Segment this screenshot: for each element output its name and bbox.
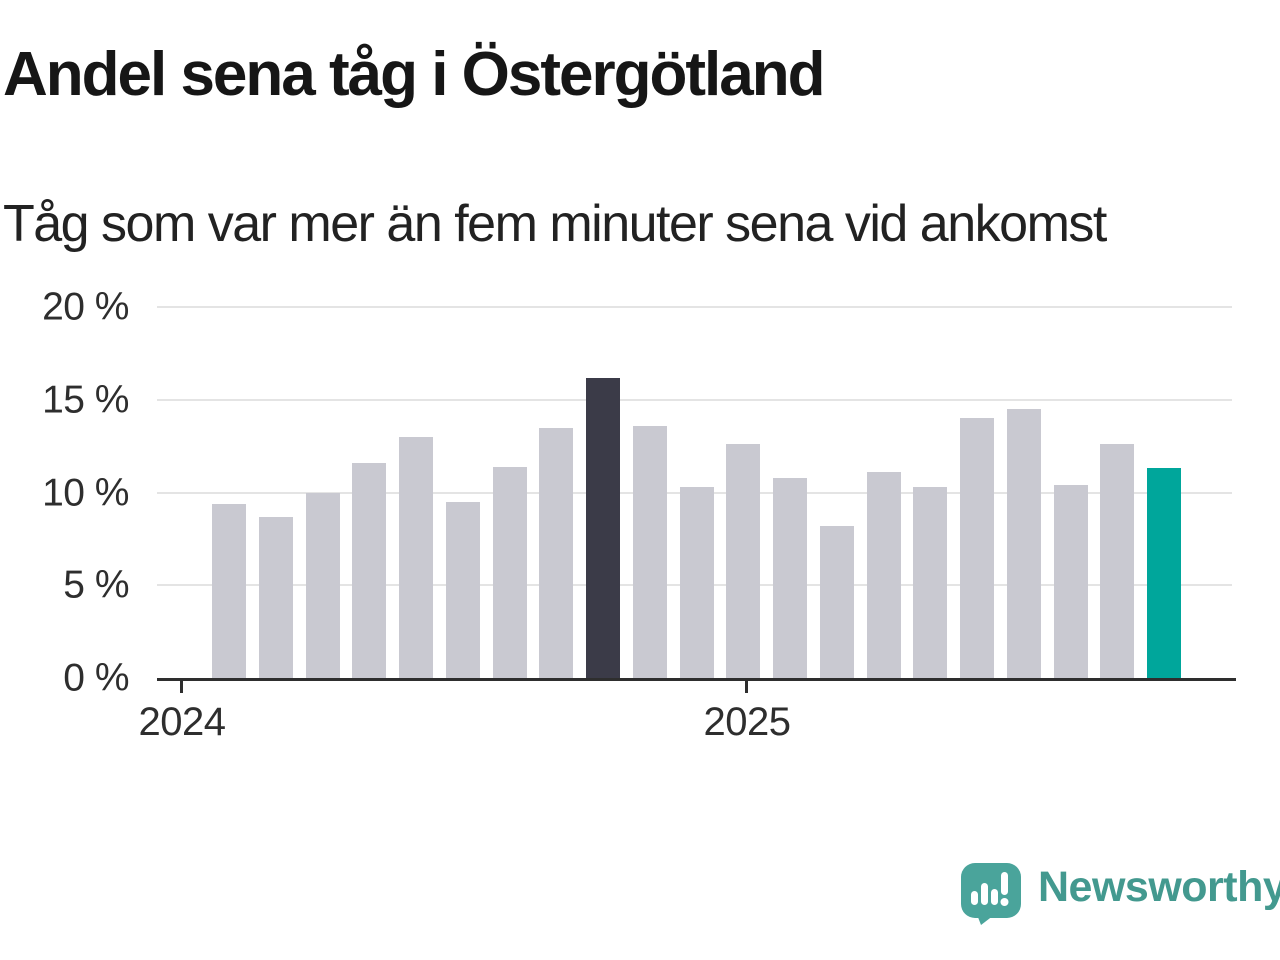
- x-axis-line: [157, 678, 1236, 681]
- gridline-20: [157, 306, 1232, 308]
- bar-chart-plot-area: 0 % 5 % 10 % 15 % 20 % 2024 2025: [42, 288, 1236, 742]
- y-axis-label-0: 0 %: [63, 656, 129, 700]
- y-axis-label-10: 10 %: [42, 471, 129, 514]
- y-axis-label-20: 20 %: [42, 285, 129, 329]
- bar-2025-03: [819, 525, 854, 678]
- chart-title: Andel sena tåg i Östergötland: [3, 40, 825, 109]
- x-axis-tick-2025: [745, 678, 748, 693]
- bar-2025-02: [773, 477, 807, 678]
- bar-2024-09: [539, 427, 574, 678]
- bar-2024-07: [445, 501, 480, 678]
- y-axis-label-5: 5 %: [63, 563, 129, 607]
- chart-subtitle: Tåg som var mer än fem minuter sena vid …: [3, 195, 1107, 253]
- bar-2024-04: [305, 492, 340, 678]
- newsworthy-logo-icon: [961, 863, 1021, 925]
- gridline-15: [157, 398, 1232, 401]
- bar-2024-12: [679, 486, 714, 678]
- x-axis-label-2025: 2025: [703, 700, 791, 744]
- brand-footer: Newsworthy: [960, 862, 1280, 926]
- bar-2025-09: [1100, 444, 1135, 678]
- brand-name: Newsworthy: [1038, 862, 1280, 911]
- bar-highlight-accent-2025-10: [1147, 468, 1181, 678]
- bar-2024-05: [352, 462, 387, 678]
- bar-2025-01: [726, 444, 761, 678]
- bar-2024-06: [399, 436, 433, 678]
- bar-2025-08: [1053, 485, 1088, 678]
- bar-2024-11: [632, 425, 667, 678]
- bar-2025-06: [960, 418, 994, 678]
- bar-2024-03: [258, 516, 293, 678]
- bar-highlight-dark-2024-10: [586, 377, 620, 678]
- bar-2024-02: [212, 503, 246, 678]
- bar-2025-07: [1006, 409, 1041, 678]
- bar-2025-05: [913, 486, 948, 678]
- bar-2024-08: [492, 466, 527, 678]
- y-axis-label-15: 15 %: [42, 378, 129, 422]
- x-axis-tick-2024: [180, 678, 183, 693]
- bar-2025-04: [866, 472, 901, 678]
- x-axis-label-2024: 2024: [138, 700, 226, 744]
